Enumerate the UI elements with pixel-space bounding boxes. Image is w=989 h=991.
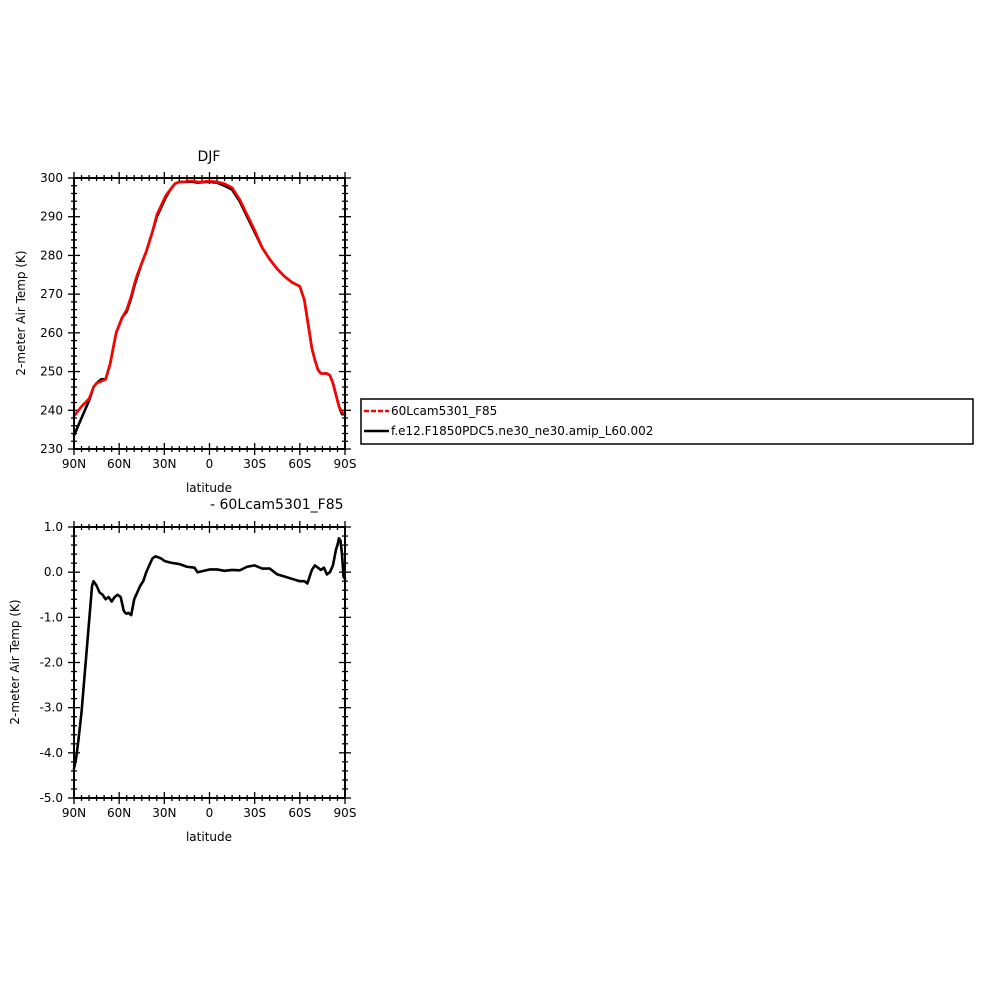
top-panel-x-tick-labels: 90N 60N 30N 0 30S 60S 90S: [62, 457, 357, 471]
bottom-y-tick-label: 1.0: [44, 520, 63, 534]
legend-label-f-e12: f.e12.F1850PDC5.ne30_ne30.amip_L60.002: [391, 424, 653, 438]
top-x-tick-label: 0: [206, 457, 214, 471]
top-y-tick-label: 280: [40, 248, 63, 262]
bottom-x-tick-label: 30N: [152, 806, 176, 820]
bottom-y-tick-label: -3.0: [40, 701, 63, 715]
bottom-y-tick-label: -5.0: [40, 791, 63, 805]
bottom-panel: - 60Lcam5301_F85 90N 60N 30N 0 30S 60S 90S -5.…: [8, 497, 356, 844]
bottom-panel-x-tick-labels: 90N 60N 30N 0 30S 60S 90S: [62, 806, 357, 820]
bottom-x-tick-label: 60N: [107, 806, 131, 820]
bottom-panel-series: [72, 536, 347, 770]
bottom-y-tick-label: -2.0: [40, 656, 63, 670]
bottom-panel-ticks: [68, 521, 351, 804]
legend: 60Lcam5301_F85 f.e12.F1850PDC5.ne30_ne30…: [360, 398, 974, 445]
bottom-panel-title: - 60Lcam5301_F85: [210, 497, 344, 513]
bottom-y-tick-label: 0.0: [44, 565, 63, 579]
top-x-tick-label: 60S: [288, 457, 311, 471]
top-panel-y-tick-labels: 230 240 250 260 270 280 290 300: [40, 171, 63, 456]
bottom-panel-y-axis-label: 2-meter Air Temp (K): [8, 599, 22, 724]
top-y-tick-label: 250: [40, 365, 63, 379]
top-panel-series: [72, 179, 347, 437]
top-x-tick-label: 60N: [107, 457, 131, 471]
top-series-line-60lcam5301-f85: [72, 179, 347, 418]
top-y-tick-label: 290: [40, 210, 63, 224]
top-panel-x-axis-label: latitude: [186, 481, 232, 495]
bottom-panel-frame: [73, 526, 346, 799]
top-panel-y-axis-label: 2-meter Air Temp (K): [14, 250, 28, 375]
top-y-tick-label: 240: [40, 403, 63, 417]
bottom-y-tick-label: -4.0: [40, 746, 63, 760]
top-x-tick-label: 90N: [62, 457, 86, 471]
top-panel-title: DJF: [198, 149, 221, 165]
top-y-tick-label: 230: [40, 442, 63, 456]
bottom-x-tick-label: 90S: [334, 806, 357, 820]
top-panel-ticks: [68, 172, 351, 455]
top-panel-frame: [73, 177, 346, 450]
legend-box: [360, 398, 974, 445]
bottom-series-line-difference: [72, 536, 347, 770]
top-x-tick-label: 90S: [334, 457, 357, 471]
bottom-x-tick-label: 30S: [243, 806, 266, 820]
bottom-y-tick-label: -1.0: [40, 610, 63, 624]
bottom-x-tick-label: 90N: [62, 806, 86, 820]
bottom-panel-x-axis-label: latitude: [186, 830, 232, 844]
legend-label-60lcam5301-f85: 60Lcam5301_F85: [391, 404, 497, 418]
top-series-line-f-e12-f1850pdc5-ne30-ne30-amip-l60-002: [72, 180, 347, 437]
top-panel: DJF 90N 60N 30N 0 30S 60S 90S 2302402502602702…: [14, 149, 356, 495]
bottom-x-tick-label: 60S: [288, 806, 311, 820]
top-y-tick-label: 270: [40, 287, 63, 301]
top-y-tick-label: 260: [40, 326, 63, 340]
top-x-tick-label: 30S: [243, 457, 266, 471]
top-x-tick-label: 30N: [152, 457, 176, 471]
top-y-tick-label: 300: [40, 171, 63, 185]
bottom-panel-y-tick-labels: -5.0 -4.0 -3.0 -2.0 -1.0 0.0 1.0: [40, 520, 63, 805]
bottom-x-tick-label: 0: [206, 806, 214, 820]
